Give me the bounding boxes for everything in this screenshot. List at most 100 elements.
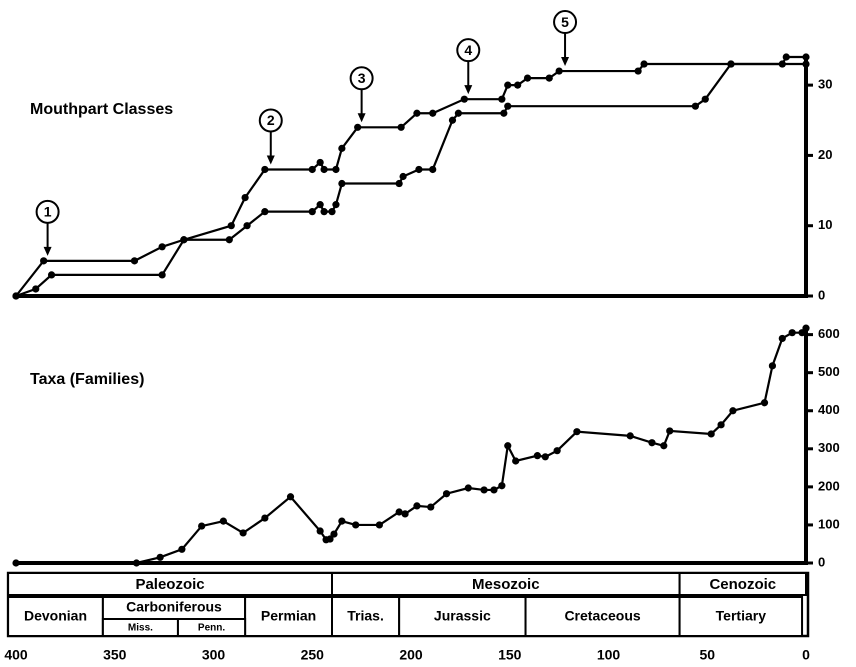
- y-tick-label: 100: [818, 516, 840, 531]
- data-point: [727, 60, 735, 68]
- data-point: [480, 486, 488, 494]
- data-point: [338, 517, 346, 525]
- data-point: [286, 493, 295, 501]
- data-point: [219, 517, 227, 525]
- data-point: [261, 165, 269, 174]
- data-point: [261, 514, 269, 522]
- period-box: [678, 596, 804, 637]
- y-tick-label: 0: [818, 287, 825, 302]
- data-point: [239, 529, 247, 537]
- data-point: [429, 109, 437, 117]
- data-point: [573, 428, 581, 436]
- data-point: [802, 60, 810, 68]
- data-point: [225, 236, 233, 244]
- data-point: [553, 447, 561, 455]
- data-point: [429, 165, 437, 174]
- data-point: [413, 109, 421, 117]
- x-tick-label: 350: [103, 647, 127, 663]
- annotation-arrowhead: [43, 246, 52, 256]
- annotation-circle: [456, 38, 481, 63]
- era-label: Mesozoic: [472, 576, 540, 593]
- annotation-arrowhead: [266, 155, 275, 165]
- data-point: [717, 421, 725, 429]
- data-point: [666, 427, 674, 435]
- data-point: [760, 399, 769, 407]
- era-box: [678, 572, 807, 596]
- period-label: Tertiary: [716, 608, 767, 624]
- period-label: Permian: [261, 608, 316, 624]
- data-point: [375, 521, 383, 529]
- data-point: [768, 362, 777, 370]
- data-point: [158, 243, 166, 251]
- data-point: [555, 67, 563, 75]
- data-point: [500, 109, 508, 117]
- data-point: [660, 442, 668, 450]
- data-point: [241, 193, 249, 202]
- data-point: [395, 179, 403, 188]
- era-label: Paleozoic: [135, 576, 204, 593]
- data-point: [802, 324, 810, 332]
- data-point: [352, 521, 360, 529]
- data-point: [328, 208, 336, 216]
- y-tick-label: 300: [818, 440, 840, 455]
- y-tick-label: 30: [818, 77, 832, 92]
- x-tick-label: 400: [4, 647, 28, 663]
- data-point: [498, 95, 506, 103]
- annotation-label: 1: [44, 204, 52, 220]
- data-point: [180, 236, 188, 244]
- period-box: [244, 596, 334, 637]
- annotation-arrowhead: [561, 57, 570, 67]
- annotation-label: 3: [358, 70, 366, 86]
- data-point: [320, 165, 328, 174]
- data-point: [460, 95, 468, 103]
- data-point: [504, 102, 512, 110]
- data-point: [316, 158, 324, 167]
- period-label: Trias.: [347, 608, 384, 624]
- data-point: [634, 67, 642, 75]
- data-point: [354, 123, 362, 131]
- data-point: [156, 553, 164, 561]
- data-point: [261, 208, 269, 216]
- x-tick-label: 300: [202, 647, 226, 663]
- data-point: [338, 179, 346, 188]
- x-tick-label: 0: [802, 647, 810, 663]
- data-point: [512, 457, 520, 465]
- data-point: [778, 334, 786, 343]
- data-point: [198, 522, 206, 530]
- x-tick-label: 50: [699, 647, 715, 663]
- period-box: [7, 596, 104, 637]
- data-point: [332, 201, 340, 209]
- x-tick-label: 200: [399, 647, 423, 663]
- data-point: [788, 329, 796, 337]
- data-point: [782, 53, 790, 61]
- data-point: [498, 482, 506, 490]
- data-point: [648, 439, 656, 447]
- data-point: [227, 222, 235, 230]
- data-point: [523, 74, 532, 82]
- data-point: [316, 201, 324, 209]
- data-point: [158, 271, 166, 279]
- data-point: [399, 172, 407, 181]
- annotation-circle: [349, 66, 374, 91]
- subperiod-label: Miss.: [128, 623, 153, 634]
- y-tick-label: 500: [818, 364, 840, 379]
- data-point: [413, 502, 421, 510]
- data-point: [332, 165, 340, 174]
- y-tick-label: 200: [818, 478, 840, 493]
- data-point: [308, 165, 316, 174]
- panel-title: Mouthpart Classes: [30, 101, 173, 118]
- period-label: Carboniferous: [126, 599, 222, 615]
- data-point: [454, 109, 462, 117]
- period-label: Cretaceous: [564, 608, 640, 624]
- period-box: [331, 596, 401, 637]
- annotation-label: 4: [464, 42, 472, 58]
- data-point: [701, 95, 709, 103]
- data-point: [504, 442, 512, 450]
- data-point: [12, 559, 20, 567]
- data-point: [626, 432, 634, 440]
- x-tick-label: 250: [301, 647, 325, 663]
- data-point: [415, 165, 423, 174]
- y-tick-label: 400: [818, 402, 840, 417]
- annotation-arrowhead: [357, 113, 366, 123]
